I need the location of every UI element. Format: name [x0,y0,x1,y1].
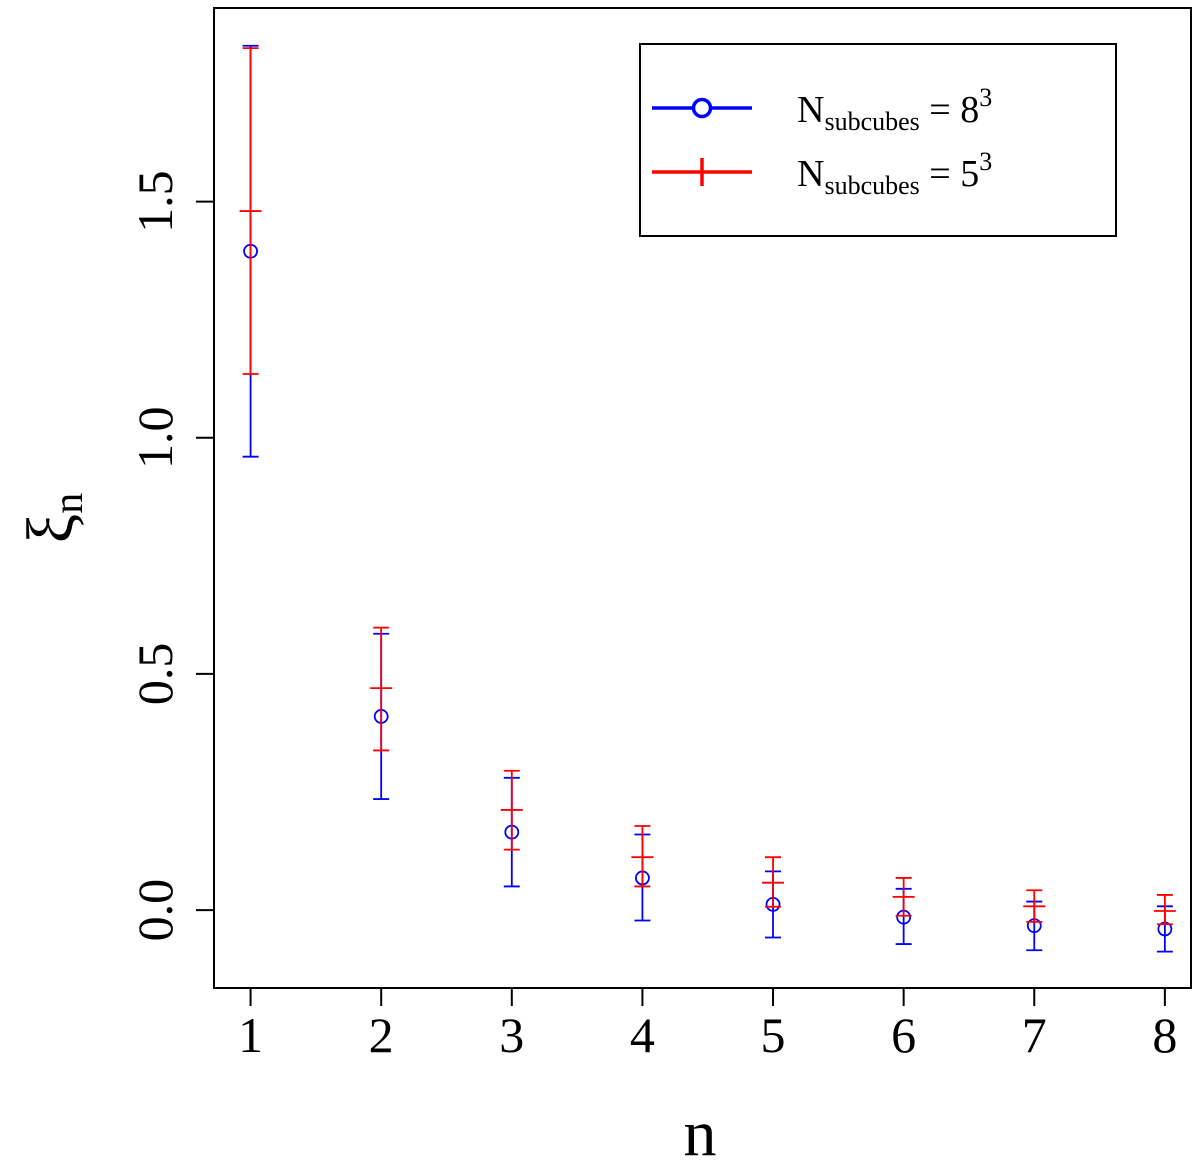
x-axis-title: n [684,1097,717,1161]
legend-label: Nsubcubes = 83 [797,83,992,136]
legend: Nsubcubes = 83 Nsubcubes = 53 [639,43,1117,237]
x-tick-label: 7 [1022,1007,1047,1063]
legend-entries: Nsubcubes = 83 Nsubcubes = 53 [652,83,992,200]
legend-box [639,43,1117,237]
x-tick-label: 3 [499,1007,524,1063]
y-tick-label: 1.5 [127,170,183,233]
y-tick-label: 1.0 [127,407,183,470]
y-axis-title-sub: n [46,493,92,514]
y-tick-label: 0.0 [127,879,183,942]
x-tick-label: 2 [369,1007,394,1063]
legend-entry-2: Nsubcubes = 53 [652,147,992,200]
x-tick-label: 4 [630,1007,655,1063]
series-layer [239,44,1176,953]
legend-label: Nsubcubes = 53 [797,147,992,200]
legend-marker [691,97,713,119]
y-axis-title-text: ξn [14,493,92,543]
x-tick-label: 5 [761,1007,786,1063]
legend-entry-1: Nsubcubes = 83 [652,83,992,136]
x-tick-label: 1 [238,1007,263,1063]
y-axis: 0.0 0.5 1.0 1.5 [127,170,215,942]
y-tick-label: 0.5 [127,643,183,706]
x-tick-label: 6 [891,1007,916,1063]
series-2 [239,47,1176,926]
y-axis-title-base: ξ [14,514,87,543]
x-tick-label: 8 [1152,1007,1177,1063]
x-axis: 1 2 3 4 5 6 7 8 [238,987,1177,1063]
y-axis-title: ξn [14,493,92,543]
